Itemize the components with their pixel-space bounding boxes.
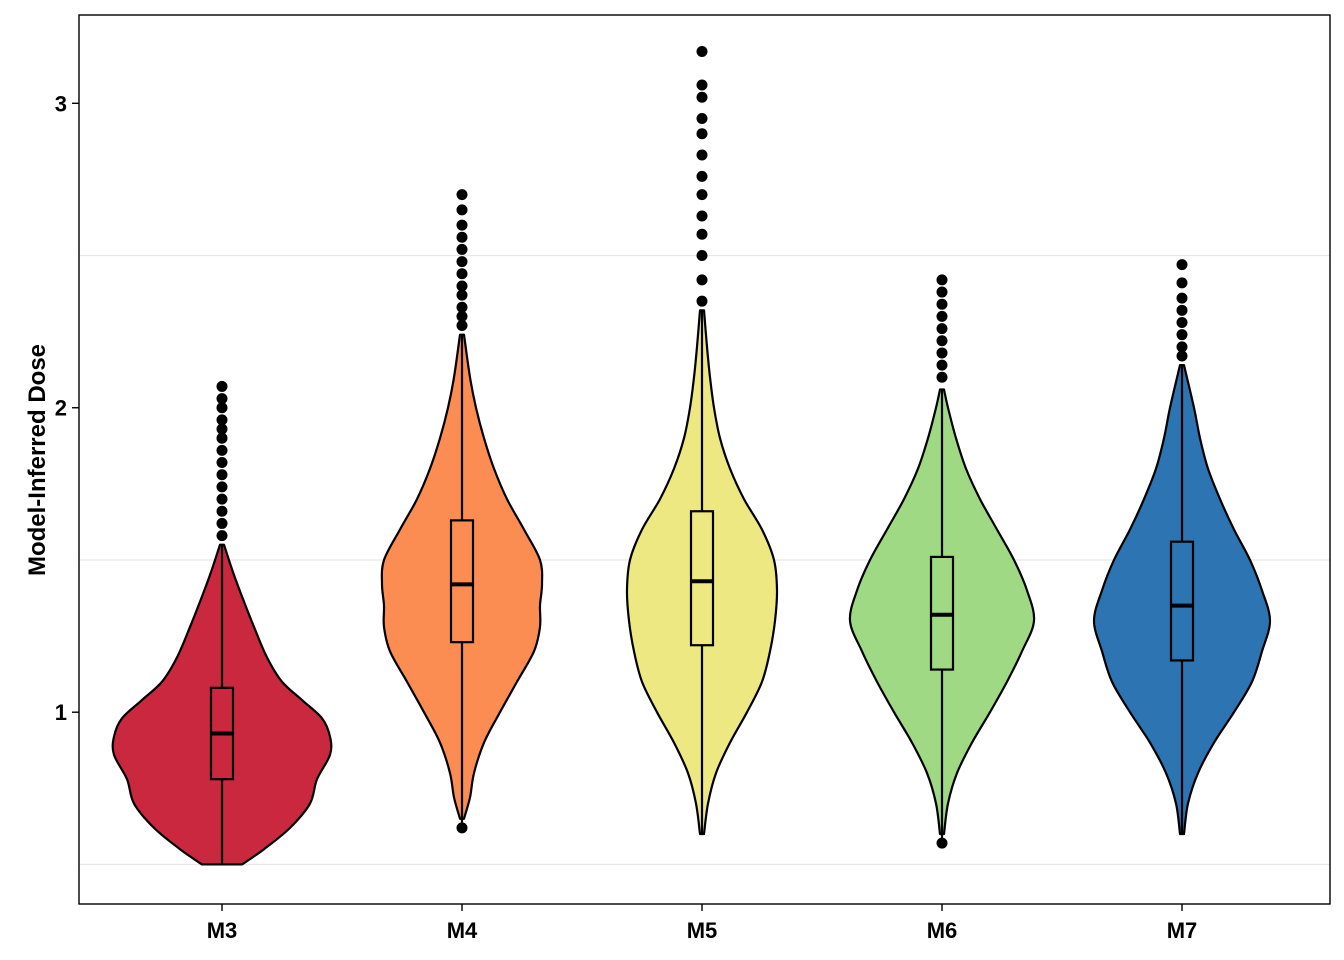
violins (111, 46, 1272, 866)
outlier-m7-6 (1176, 277, 1188, 289)
x-tick-label-m5: M5 (687, 918, 718, 943)
outlier-m3-3 (216, 493, 228, 505)
outlier-m4-7 (456, 256, 468, 268)
outlier-m3-9 (216, 423, 228, 435)
x-tick-label-m3: M3 (207, 918, 238, 943)
violin-group-m5 (625, 46, 779, 836)
outlier-m6-4 (936, 335, 948, 347)
outlier-m5-6 (696, 170, 708, 182)
outlier-m4-11 (456, 204, 468, 216)
outlier-m7-7 (1176, 259, 1188, 271)
outlier-m7-0 (1176, 350, 1188, 362)
outlier-m7-3 (1176, 316, 1188, 328)
outlier-m5-12 (696, 46, 708, 58)
outlier-m3-13 (216, 380, 228, 392)
outlier-m4-2 (456, 310, 468, 322)
outlier-m3-8 (216, 432, 228, 444)
y-tick-label-2: 3 (55, 91, 67, 116)
violin-group-m7 (1092, 259, 1272, 836)
outlier-m7-5 (1176, 292, 1188, 304)
y-tick-label-0: 1 (55, 700, 67, 725)
outlier-m5-11 (696, 79, 708, 91)
box-m7 (1169, 540, 1195, 662)
outlier-m7-1 (1176, 341, 1188, 353)
outlier-m5-8 (696, 128, 708, 140)
outlier-m3-5 (216, 469, 228, 481)
outlier-m4-1 (456, 320, 468, 332)
outlier-m6-1 (936, 371, 948, 383)
outlier-m5-0 (696, 295, 708, 307)
outlier-m6-2 (936, 359, 948, 371)
outlier-m3-4 (216, 481, 228, 493)
x-tick-label-m6: M6 (927, 918, 958, 943)
axes: 1 2 3 M3 M4 M5 M6 M7 (55, 91, 1198, 943)
x-tick-label-m4: M4 (447, 918, 478, 943)
outlier-m7-2 (1176, 329, 1188, 341)
outlier-m4-9 (456, 231, 468, 243)
y-tick-label-1: 2 (55, 396, 67, 421)
outlier-m5-1 (696, 274, 708, 286)
outlier-m3-2 (216, 505, 228, 517)
outlier-m4-0 (456, 822, 468, 834)
outlier-m5-10 (696, 91, 708, 103)
box-m4 (449, 519, 475, 644)
outlier-m3-7 (216, 444, 228, 456)
outlier-m4-8 (456, 243, 468, 255)
outlier-m6-8 (936, 286, 948, 298)
outlier-m6-0 (936, 837, 948, 849)
outlier-m6-6 (936, 310, 948, 322)
box-m5 (689, 510, 715, 647)
outlier-m4-3 (456, 301, 468, 313)
outlier-m5-7 (696, 149, 708, 161)
y-axis-title: Model-Inferred Dose (24, 344, 51, 576)
outlier-m3-1 (216, 517, 228, 529)
outlier-m5-5 (696, 189, 708, 201)
outlier-m6-7 (936, 298, 948, 310)
outlier-m3-12 (216, 393, 228, 405)
outlier-m3-11 (216, 402, 228, 414)
outlier-m6-9 (936, 274, 948, 286)
outlier-m4-6 (456, 268, 468, 280)
outlier-m6-3 (936, 347, 948, 359)
outlier-m4-12 (456, 189, 468, 201)
outlier-m5-4 (696, 210, 708, 222)
outlier-m5-2 (696, 250, 708, 262)
violin-group-m3 (111, 380, 333, 866)
outlier-m5-9 (696, 113, 708, 125)
outlier-m3-6 (216, 457, 228, 469)
outlier-m3-0 (216, 530, 228, 542)
x-tick-label-m7: M7 (1167, 918, 1198, 943)
outlier-m5-3 (696, 228, 708, 240)
outlier-m7-4 (1176, 304, 1188, 316)
outlier-m4-5 (456, 280, 468, 292)
outlier-m4-4 (456, 289, 468, 301)
outlier-m4-10 (456, 219, 468, 231)
violin-group-m4 (380, 189, 544, 834)
outlier-m3-10 (216, 414, 228, 426)
outlier-m6-5 (936, 323, 948, 335)
violin-group-m6 (848, 274, 1036, 849)
plot-border (78, 14, 1331, 905)
